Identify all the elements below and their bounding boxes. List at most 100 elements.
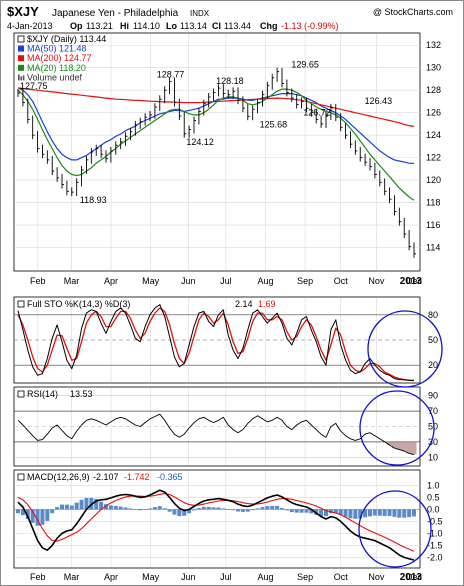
x-tick-label: Feb [30, 572, 46, 582]
macd-histogram-bar [260, 507, 265, 510]
price-y-tick-label: 128 [426, 85, 441, 95]
change-label: Chg [260, 21, 278, 31]
ma-line [17, 87, 415, 165]
legend-swatch [18, 55, 24, 62]
price-plot: 127.75 118.93 128.77 124.12 128.18 125.68 129.… [17, 60, 416, 258]
x-tick-label: Feb [30, 276, 46, 286]
rsi-line [17, 413, 415, 456]
macd-histogram-bar [55, 507, 60, 510]
macd-histogram-bar [216, 507, 221, 510]
macd-histogram-bar [157, 506, 162, 510]
macd-histogram-bar [128, 508, 133, 510]
x-tick-label: Apr [104, 276, 118, 286]
macd-histogram-bar [289, 509, 294, 513]
rsi-legend-text: RSI(14) [27, 389, 58, 399]
macd-histogram-bar [397, 509, 402, 518]
macd-histogram-bar [324, 509, 328, 517]
macd-histogram-bar [280, 508, 284, 510]
legend-swatch [17, 35, 25, 43]
macd-histogram-bar [143, 509, 148, 510]
macd-histogram-bar [206, 506, 211, 510]
price-y-tick-label: 114 [426, 243, 440, 253]
legend-swatch [18, 74, 20, 81]
x-tick-label: Aug [257, 572, 273, 582]
macd-histogram-bar [255, 508, 260, 510]
close-value: 113.44 [224, 21, 251, 31]
macd-histogram-bar [167, 509, 172, 512]
macd-histogram-bar [79, 499, 84, 510]
macd-histogram-bar [162, 508, 167, 510]
macd-value: -2.107 [93, 472, 119, 482]
header-date: 4-Jan-2013 [7, 21, 53, 31]
x-tick-label: May [142, 276, 160, 286]
macd-line [17, 489, 415, 561]
rsi-y-tick-label: 50 [428, 422, 438, 432]
macd-histogram-bar [333, 509, 338, 514]
macd-histogram-bar [299, 509, 304, 513]
macd-histogram-bar [221, 508, 226, 510]
legend-swatch [17, 390, 25, 398]
price-annotation: 128.77 [157, 70, 185, 80]
rsi-oversold-fill [396, 441, 402, 450]
macd-histogram-bar [118, 506, 123, 510]
x-tick-label: Sep [297, 572, 313, 582]
low-value: 113.14 [180, 21, 207, 31]
price-y-tick-label: 130 [426, 63, 441, 73]
macd-histogram-bar [348, 509, 353, 519]
symbol-title: $XJY [7, 4, 39, 19]
price-y-tick-label: 120 [426, 175, 441, 185]
legend-entry: MA(20) 118.20 [27, 63, 86, 73]
x-tick-label: Apr [104, 572, 118, 582]
macd-histogram-bar [133, 509, 138, 510]
exchange-label: INDX [190, 9, 210, 18]
macd-histogram-bar [50, 509, 55, 514]
close-label: Cl [212, 21, 221, 31]
macd-histogram-bar [245, 509, 250, 512]
price-annotation: 127.75 [20, 81, 48, 91]
high-label: Hi [120, 21, 129, 31]
macd-histogram-bar [382, 509, 387, 516]
sto-y-tick-label: 80 [428, 310, 438, 320]
macd-histogram-bar [177, 509, 182, 517]
x-tick-label: 2013 [400, 276, 423, 287]
price-y-tick-label: 116 [426, 220, 440, 230]
price-annotation: 129.65 [291, 60, 319, 70]
macd-histogram-bar [148, 508, 152, 510]
macd-histogram-bar [304, 509, 309, 513]
macd-histogram-bar [192, 509, 196, 511]
x-tick-label: Mar [64, 572, 80, 582]
legend-swatch [18, 64, 24, 71]
legend-entry: MA(200) 124.77 [27, 53, 92, 63]
rsi-y-tick-label: 70 [428, 406, 438, 416]
x-tick-label: Mar [64, 276, 80, 286]
sto-k-value: 2.14 [235, 299, 253, 309]
macd-y-tick-label: 0.0 [427, 504, 440, 514]
macd-histogram-bar [35, 509, 40, 526]
ma-line [17, 88, 415, 201]
macd-histogram-bar [402, 509, 407, 518]
instrument-name: Japanese Yen - Philadelphia [52, 8, 179, 19]
macd-histogram-bar [182, 509, 187, 516]
macd-histogram-bar [358, 509, 363, 519]
x-tick-label: Nov [368, 276, 385, 286]
macd-signal-line [17, 493, 415, 552]
macd-histogram-bar [152, 507, 157, 510]
macd-histogram-value: -0.365 [157, 472, 183, 482]
macd-histogram-bar [412, 509, 416, 517]
macd-y-tick-label: -2.0 [427, 552, 443, 562]
x-tick-label: Oct [334, 572, 349, 582]
macd-histogram-bar [387, 509, 392, 516]
price-annotation: 124.12 [186, 137, 214, 147]
macd-histogram-bar [319, 509, 324, 517]
rsi-oversold-fill [391, 441, 397, 449]
legend-entry: MA(50) 121.48 [27, 44, 87, 54]
rsi-y-tick-label: 30 [428, 437, 438, 447]
price-y-tick-label: 122 [426, 153, 441, 163]
macd-histogram-bar [250, 509, 255, 511]
macd-histogram-bar [123, 507, 128, 510]
legend-swatch [18, 45, 24, 52]
macd-histogram-bar [211, 507, 216, 510]
macd-histogram-bar [407, 509, 412, 518]
ma-line [17, 87, 415, 128]
x-tick-label: Sep [297, 276, 313, 286]
